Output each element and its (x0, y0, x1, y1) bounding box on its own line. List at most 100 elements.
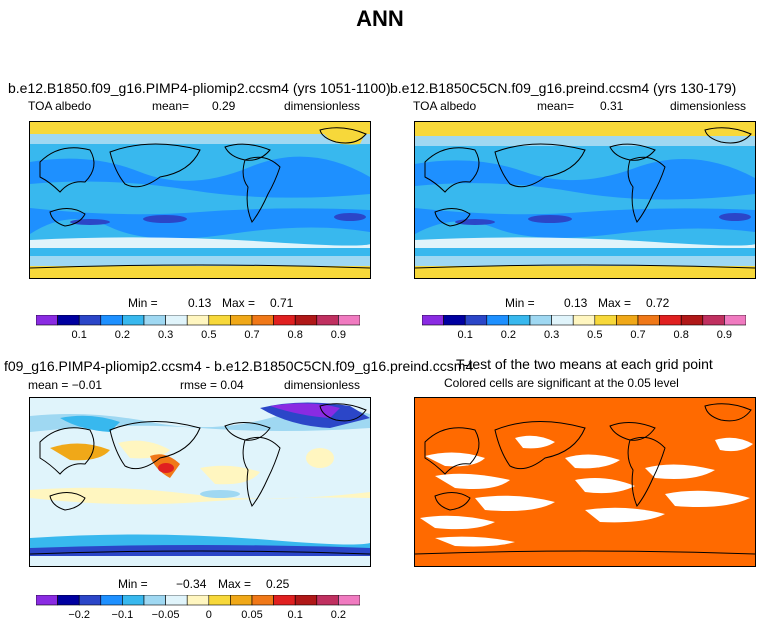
colorbar-bottom-left: −0.2 −0.1 −0.05 0 0.05 0.1 0.2 (36, 595, 360, 621)
colorbar-tick-label: 0.1 (288, 609, 303, 621)
colorbar-swatch (186, 595, 210, 606)
colorbar-swatch (338, 315, 360, 326)
units-top-left: dimensionless (284, 99, 361, 113)
colorbar-swatch (551, 315, 574, 326)
colorbar-tick-label: 0.7 (244, 329, 259, 341)
colorbar-swatch (422, 315, 444, 326)
colorbar-tick-label: 0.9 (331, 329, 346, 341)
max-value-bottom-left: 0.25 (266, 577, 290, 591)
colorbar-swatch (230, 315, 253, 326)
figure-title: ANN (356, 6, 404, 31)
map-bottom-left (29, 397, 371, 567)
colorbar-swatch (316, 315, 339, 326)
colorbar-tick-label: 0.2 (501, 329, 516, 341)
colorbar-swatch (57, 595, 80, 606)
colorbar-swatch (36, 315, 58, 326)
map-bottom-right (414, 397, 756, 567)
colorbar-top-left: 0.1 0.2 0.3 0.5 0.7 0.8 0.9 (36, 315, 360, 341)
max-label-top-left: Max = (222, 296, 256, 310)
colorbar-swatch (464, 315, 488, 326)
max-value-top-right: 0.72 (646, 296, 670, 310)
panel-title-top-left: b.e12.B1850.f09_g16.PIMP4-pliomip2.ccsm4… (8, 80, 391, 96)
map-top-left (29, 121, 371, 279)
colorbar-swatch (208, 595, 231, 606)
colorbar-swatch (78, 315, 102, 326)
colorbar-swatch (316, 595, 339, 606)
colorbar-tick-label: 0.7 (630, 329, 645, 341)
colorbar-tick-label: 0.3 (544, 329, 559, 341)
colorbar-swatch (659, 315, 682, 326)
min-label-bottom-left: Min = (118, 577, 148, 591)
colorbar-tick-label: −0.1 (112, 609, 134, 621)
colorbar-tick-label: 0.2 (331, 609, 346, 621)
colorbar-swatch (143, 595, 166, 606)
mean-value-top-left: 0.29 (212, 99, 236, 113)
units-top-right: dimensionless (670, 99, 747, 113)
colorbar-swatch (273, 315, 296, 326)
colorbar-swatch (208, 315, 231, 326)
colorbar-swatch (100, 595, 123, 606)
max-label-top-right: Max = (598, 296, 632, 310)
colorbar-swatch (143, 315, 166, 326)
colorbar-swatch (338, 595, 360, 606)
map-top-right (414, 121, 756, 279)
colorbar-swatch (251, 595, 274, 606)
units-bottom-left: dimensionless (284, 378, 361, 392)
colorbar-swatch (616, 315, 639, 326)
colorbar-tick-label: 0.1 (458, 329, 473, 341)
colorbar-tick-label: 0.1 (72, 329, 87, 341)
min-value-top-left: 0.13 (188, 296, 212, 310)
colorbar-top-right: 0.1 0.2 0.3 0.5 0.7 0.8 0.9 (422, 315, 746, 341)
colorbar-tick-label: 0.2 (115, 329, 130, 341)
colorbar-swatch (680, 315, 704, 326)
colorbar-swatch (637, 315, 660, 326)
colorbar-swatch (122, 315, 145, 326)
colorbar-swatch (273, 595, 296, 606)
colorbar-tick-label: 0.5 (587, 329, 602, 341)
colorbar-swatch (443, 315, 466, 326)
panel-title-bottom-right: T-test of the two means at each grid poi… (456, 356, 713, 372)
max-value-top-left: 0.71 (270, 296, 294, 310)
colorbar-swatch (724, 315, 746, 326)
colorbar-swatch (251, 315, 274, 326)
colorbar-tick-label: −0.2 (68, 609, 90, 621)
min-label-top-left: Min = (128, 296, 158, 310)
min-value-bottom-left: −0.34 (176, 577, 207, 591)
panel-title-top-right: b.e12.B1850C5CN.f09_g16.preind.ccsm4 (yr… (390, 80, 737, 96)
colorbar-tick-label: 0.9 (717, 329, 732, 341)
mean-label-top-left: mean= (152, 99, 190, 113)
colorbar-swatch (594, 315, 617, 326)
variable-label-top-right: TOA albedo (413, 99, 477, 113)
colorbar-swatch (572, 315, 596, 326)
rmse-label-bottom-left: rmse = 0.04 (180, 378, 244, 392)
colorbar-swatch (165, 315, 188, 326)
mean-label-bottom-left: mean = −0.01 (28, 378, 103, 392)
colorbar-tick-label: 0.5 (201, 329, 216, 341)
colorbar-swatch (36, 595, 58, 606)
colorbar-tick-label: 0.8 (674, 329, 689, 341)
min-value-top-right: 0.13 (564, 296, 588, 310)
max-label-bottom-left: Max = (218, 577, 252, 591)
colorbar-tick-label: 0 (206, 609, 212, 621)
colorbar-swatch (294, 315, 318, 326)
panel-subtitle-bottom-right: Colored cells are significant at the 0.0… (444, 376, 679, 390)
colorbar-swatch (508, 315, 531, 326)
colorbar-tick-label: −0.05 (152, 609, 180, 621)
colorbar-swatch (165, 595, 188, 606)
mean-value-top-right: 0.31 (600, 99, 624, 113)
colorbar-swatch (230, 595, 253, 606)
colorbar-swatch (57, 315, 80, 326)
colorbar-tick-label: 0.8 (288, 329, 303, 341)
colorbar-swatch (78, 595, 102, 606)
colorbar-tick-label: 0.3 (158, 329, 173, 341)
colorbar-swatch (702, 315, 725, 326)
colorbar-swatch (100, 315, 123, 326)
colorbar-swatch (122, 595, 145, 606)
panel-title-bottom-left: f09_g16.PIMP4-pliomip2.ccsm4 - b.e12.B18… (4, 358, 474, 374)
colorbar-swatch (186, 315, 210, 326)
mean-label-top-right: mean= (537, 99, 575, 113)
variable-label-top-left: TOA albedo (28, 99, 92, 113)
colorbar-tick-label: 0.05 (241, 609, 262, 621)
colorbar-swatch (486, 315, 509, 326)
min-label-top-right: Min = (505, 296, 535, 310)
